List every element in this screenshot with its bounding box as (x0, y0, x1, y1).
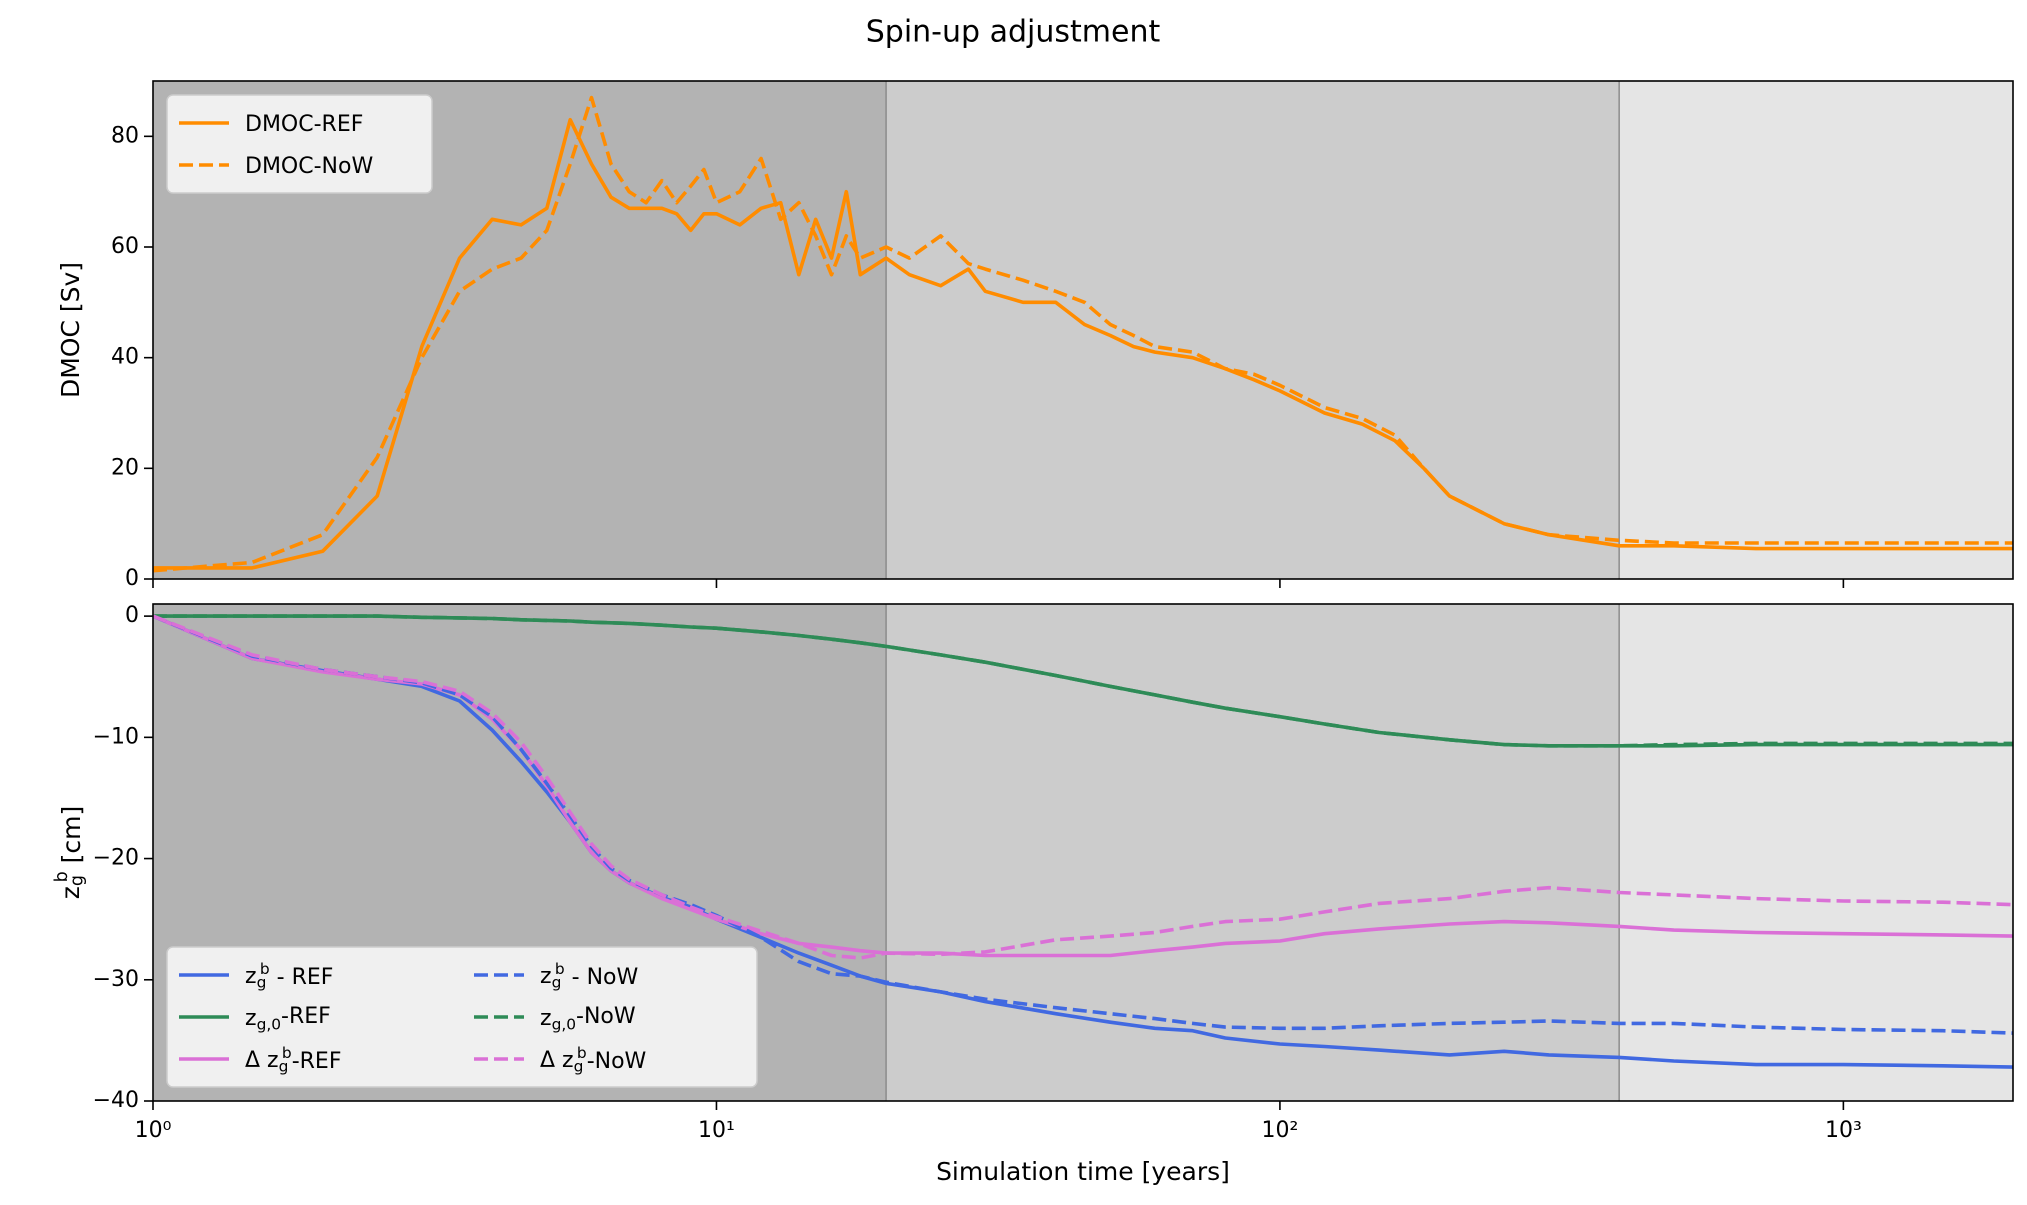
series-line (153, 614, 2013, 748)
y-tick-label: 0 (125, 566, 139, 591)
legend-label: DMOC-REF (245, 112, 363, 137)
y-tick-label: −30 (93, 967, 139, 992)
legend-box (166, 94, 433, 194)
x-tick-label: 10² (1262, 1118, 1299, 1143)
chart-title: Spin-up adjustment (866, 15, 1161, 50)
y-tick-label: 40 (111, 345, 139, 370)
series-line (153, 614, 2013, 1069)
y-tick-label: −10 (93, 724, 139, 749)
shaded-region (1619, 81, 2013, 579)
y-tick-label: 20 (111, 455, 139, 480)
x-axis-label: Simulation time [years] (936, 1157, 1230, 1186)
series-line (153, 117, 2013, 570)
series-line (153, 95, 2013, 573)
shaded-region (1619, 604, 2013, 1101)
legend-label: zg,0​-NoW (540, 1004, 636, 1034)
x-tick-label: 10³ (1825, 1118, 1862, 1143)
legend-label: zg​b​ - NoW (540, 960, 638, 992)
legend-label: DMOC-NoW (245, 154, 373, 179)
shaded-region (886, 81, 1620, 579)
y-tick-label: 0 (125, 603, 139, 628)
y-tick-label: −20 (93, 846, 139, 871)
legend-label: Δ zg​b​-NoW (540, 1044, 647, 1076)
series-line (153, 614, 2013, 960)
y-axis-label: zg​b​ [cm] (52, 806, 87, 900)
shaded-region (886, 604, 1620, 1101)
axes-frame (152, 80, 2014, 580)
x-tick-label: 10¹ (698, 1118, 735, 1143)
y-tick-label: 60 (111, 234, 139, 259)
legend-label: Δ zg​b​-REF (245, 1044, 341, 1076)
legend-label: zg​b​ - REF (245, 960, 333, 992)
y-axis-label: DMOC [Sv] (56, 262, 85, 398)
legend-box (166, 946, 758, 1088)
y-tick-label: −40 (93, 1088, 139, 1113)
legend-label: zg,0​-REF (245, 1004, 331, 1034)
x-tick-label: 10⁰ (135, 1118, 172, 1143)
y-tick-label: 80 (111, 123, 139, 148)
axes-frame (152, 603, 2014, 1102)
